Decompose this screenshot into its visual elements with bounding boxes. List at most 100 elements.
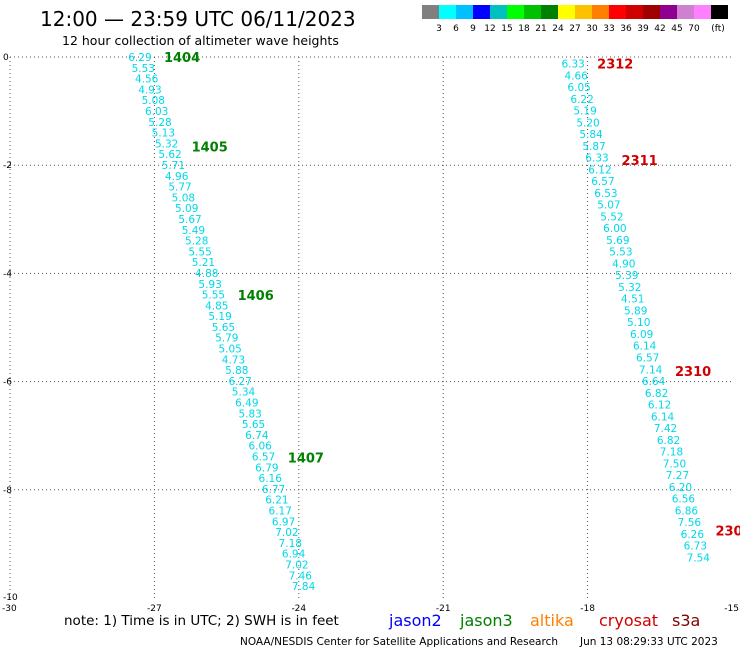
scale-label: 9 xyxy=(470,24,476,34)
swh-value: 7.46 xyxy=(289,570,313,582)
swh-value: 7.02 xyxy=(275,527,298,539)
swh-value: 6.33 xyxy=(585,153,608,165)
swh-value: 7.27 xyxy=(666,470,689,482)
swh-value: 4.85 xyxy=(205,300,228,312)
swh-value: 5.93 xyxy=(198,279,221,291)
scale-swatch xyxy=(660,5,677,19)
scale-swatch xyxy=(490,5,507,19)
swh-value: 6.57 xyxy=(636,352,659,364)
swh-value: 5.55 xyxy=(188,246,211,258)
swh-value: 7.54 xyxy=(687,552,711,564)
swh-value: 5.21 xyxy=(192,257,215,269)
scale-swatch xyxy=(592,5,609,19)
swh-value: 5.77 xyxy=(168,182,191,194)
swh-value: 5.84 xyxy=(579,129,603,141)
swh-value: 4.56 xyxy=(135,74,159,86)
swh-value: 7.84 xyxy=(292,581,316,593)
x-tick-label: -15 xyxy=(724,604,739,614)
scale-swatch xyxy=(694,5,711,19)
scale-swatch xyxy=(541,5,558,19)
swh-value: 6.94 xyxy=(282,549,306,561)
swh-value: 6.00 xyxy=(603,223,626,235)
pass-label: 1405 xyxy=(192,140,228,155)
y-tick-label: -6 xyxy=(3,378,12,388)
swh-value: 6.79 xyxy=(255,462,278,474)
grid xyxy=(9,56,732,598)
pass-label: 2312 xyxy=(597,57,633,72)
swh-value: 5.88 xyxy=(225,365,248,377)
axis-ticks: -30 -27 -24 -21 -18 -15 0 -2 -4 -6 -8 -10 xyxy=(2,53,739,614)
swh-value: 6.12 xyxy=(648,400,671,412)
swh-value: 5.55 xyxy=(202,290,225,302)
scale-label: 18 xyxy=(518,24,530,34)
swh-value: 5.28 xyxy=(185,236,208,248)
scale-label: 6 xyxy=(453,24,459,34)
x-tick-label: -24 xyxy=(291,604,306,614)
swh-value: 5.71 xyxy=(162,160,185,172)
swh-value: 4.51 xyxy=(621,294,644,306)
swh-value: 5.65 xyxy=(212,322,235,334)
swh-value: 7.18 xyxy=(279,538,302,550)
pass-label: 1404 xyxy=(164,51,200,66)
scale-label: 30 xyxy=(586,24,598,34)
pass-label: 2311 xyxy=(622,154,658,169)
swh-value: 5.13 xyxy=(152,128,175,140)
swh-value: 6.14 xyxy=(633,341,657,353)
swh-value: 6.22 xyxy=(570,94,593,106)
scale-label: 70 xyxy=(688,24,700,34)
swh-value: 6.49 xyxy=(235,398,258,410)
swh-value: 5.65 xyxy=(242,419,265,431)
pass-label: 1406 xyxy=(238,289,274,304)
chart-subtitle: 12 hour collection of altimeter wave hei… xyxy=(62,33,339,48)
swh-value: 5.10 xyxy=(627,317,650,329)
scale-label: 21 xyxy=(535,24,546,34)
swh-value: 7.42 xyxy=(654,423,677,435)
swh-value: 6.82 xyxy=(657,435,680,447)
swh-value: 6.64 xyxy=(642,376,666,388)
scale-swatch xyxy=(643,5,660,19)
swh-value: 5.05 xyxy=(218,344,241,356)
x-tick-label: -18 xyxy=(580,604,595,614)
scale-label: 12 xyxy=(484,24,495,34)
swh-value: 5.69 xyxy=(606,235,629,247)
scale-swatch xyxy=(626,5,643,19)
swh-value: 6.14 xyxy=(651,411,675,423)
scale-swatch xyxy=(677,5,694,19)
swh-value: 4.66 xyxy=(564,70,588,82)
swh-value: 7.14 xyxy=(639,364,663,376)
swh-value: 5.52 xyxy=(600,211,623,223)
swh-value: 6.20 xyxy=(669,482,692,494)
swh-value: 5.79 xyxy=(215,333,238,345)
pass-label: 230 xyxy=(715,524,740,539)
y-tick-label: 0 xyxy=(3,53,9,63)
swh-value: 6.05 xyxy=(567,82,590,94)
y-tick-label: -2 xyxy=(3,161,12,171)
tracks: 6.295.534.564.935.086.035.285.135.325.62… xyxy=(128,51,740,593)
x-tick-label: -21 xyxy=(436,604,451,614)
swh-value: 7.50 xyxy=(663,458,686,470)
swh-value: 5.53 xyxy=(132,63,155,75)
swh-value: 5.19 xyxy=(208,311,231,323)
swh-value: 7.02 xyxy=(285,560,308,572)
pass-label: 2310 xyxy=(675,365,711,380)
swh-value: 5.83 xyxy=(238,408,261,420)
swh-value: 4.73 xyxy=(222,354,245,366)
scale-label: 3 xyxy=(436,24,442,34)
scale-label: 36 xyxy=(620,24,632,34)
chart-title: 12:00 — 23:59 UTC 06/11/2023 xyxy=(40,7,356,31)
x-tick-label: -30 xyxy=(2,604,17,614)
x-tick-label: -27 xyxy=(147,604,162,614)
swh-value: 5.07 xyxy=(597,200,620,212)
swh-value: 4.88 xyxy=(195,268,218,280)
swh-value: 6.56 xyxy=(672,494,696,506)
scale-swatch xyxy=(711,5,728,19)
legend-item: cryosat xyxy=(599,611,658,630)
scale-label: 39 xyxy=(637,24,649,34)
legend-item: s3a xyxy=(672,611,700,630)
swh-value: 5.49 xyxy=(182,225,205,237)
swh-value: 5.89 xyxy=(624,305,647,317)
swh-value: 6.03 xyxy=(145,106,168,118)
swh-value: 5.34 xyxy=(232,387,256,399)
swh-value: 5.87 xyxy=(582,141,605,153)
